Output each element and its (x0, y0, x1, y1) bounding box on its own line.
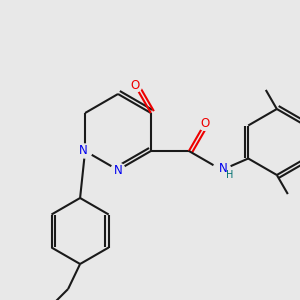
Circle shape (213, 161, 231, 179)
Circle shape (111, 163, 125, 177)
Circle shape (198, 116, 212, 130)
Text: N: N (114, 164, 122, 178)
Circle shape (78, 144, 92, 158)
Text: N: N (218, 161, 227, 175)
Circle shape (128, 78, 142, 92)
Text: N: N (79, 145, 88, 158)
Text: H: H (226, 170, 233, 180)
Text: O: O (200, 117, 209, 130)
Text: O: O (130, 79, 140, 92)
